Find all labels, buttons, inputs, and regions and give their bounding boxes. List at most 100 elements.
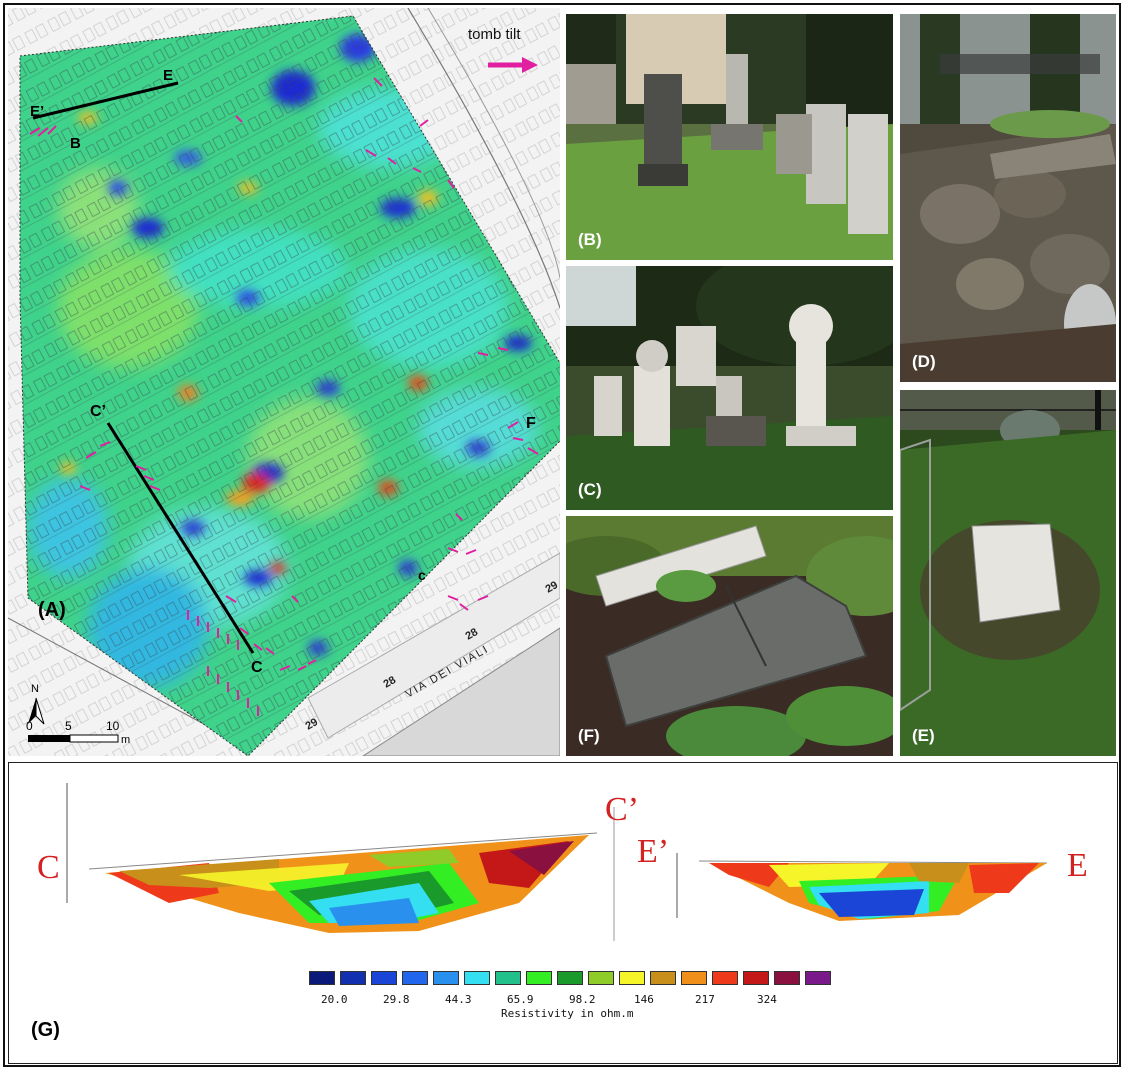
colorbar-tick-label: 324 (757, 993, 777, 1006)
tilt-arrow (465, 549, 477, 555)
tomb-tilt-arrow-icon (488, 57, 538, 73)
colorbar-tick-label: 217 (695, 993, 715, 1006)
tilt-arrow (419, 119, 429, 127)
tilt-arrow (512, 437, 524, 441)
colorbar-swatch (774, 971, 800, 985)
tilt-arrow (507, 421, 519, 429)
colorbar-swatch (526, 971, 552, 985)
topography-line (88, 832, 598, 870)
figure-frame (3, 3, 1121, 1067)
tilt-arrow (447, 547, 459, 553)
colorbar-tick-label: 44.3 (445, 993, 472, 1006)
map-svg: VIA DEI VIALI 29 28 28 29 (8, 8, 560, 756)
street-block (362, 627, 560, 756)
boundary-line (407, 8, 560, 309)
profile-label-e: E (1067, 847, 1088, 884)
tilt-arrow (412, 167, 422, 173)
panel-label-a: (A) (38, 599, 66, 621)
tilt-arrow (477, 595, 489, 601)
profile-line-e (32, 81, 179, 120)
profile-line-c (106, 422, 255, 654)
colorbar-tick-label: 65.9 (507, 993, 534, 1006)
colorbar-tick-label: 146 (634, 993, 654, 1006)
photo-b-scene (566, 14, 893, 260)
photo-d-scene (900, 14, 1116, 382)
tilt-arrow (29, 127, 41, 135)
colorbar-swatch (433, 971, 459, 985)
colorbar-swatch (495, 971, 521, 985)
label-e: E (163, 67, 173, 84)
photo-label-e: (E) (912, 726, 935, 745)
tilt-arrow (85, 451, 97, 459)
tilt-arrow (291, 595, 299, 603)
tilt-arrow (459, 603, 469, 611)
colorbar-title: Resistivity in ohm.m (501, 1007, 634, 1020)
tilt-arrow (239, 627, 249, 635)
colorbar-swatch (557, 971, 583, 985)
resistivity-colorbar (309, 971, 831, 991)
colorbar-swatch (464, 971, 490, 985)
photo-e: (E) (900, 390, 1116, 756)
scale-label-5: 5 (65, 719, 72, 733)
tilt-arrow (447, 595, 459, 601)
scale-bar-white (69, 734, 119, 743)
label-f: F (526, 415, 536, 432)
tilt-arrow (79, 485, 91, 491)
profile-c (66, 783, 615, 941)
profile-label-c: C (37, 849, 60, 886)
tilt-arrow (99, 441, 111, 447)
tilt-arrow (307, 659, 317, 665)
photo-e-scene (900, 390, 1116, 756)
tomb-tilt-legend: tomb tilt (468, 26, 558, 82)
colorbar-swatch (340, 971, 366, 985)
tilt-arrow (297, 665, 307, 671)
colorbar-swatch (619, 971, 645, 985)
tilt-arrow (455, 513, 463, 521)
tilt-arrow (135, 465, 147, 471)
tilt-arrow (373, 77, 383, 87)
tilt-arrow (279, 665, 291, 671)
photo-label-f: (F) (578, 726, 600, 745)
colorbar-swatch (309, 971, 335, 985)
label-c-small: c (418, 567, 426, 583)
photo-b: (B) (566, 14, 893, 260)
scale-bar-black (28, 735, 70, 742)
tilt-arrow (365, 149, 377, 157)
tilt-arrow (265, 647, 275, 655)
colorbar-swatch (681, 971, 707, 985)
photo-c-scene (566, 266, 893, 510)
photo-f: (F) (566, 516, 893, 756)
scale-unit: m (121, 734, 130, 746)
profile-e (676, 853, 1048, 921)
topography-line (698, 860, 1048, 864)
scale-label-0: 0 (26, 719, 33, 733)
tilt-arrow (235, 115, 243, 123)
colorbar-tick-label: 98.2 (569, 993, 596, 1006)
photo-f-scene (566, 516, 893, 756)
map-panel: VIA DEI VIALI 29 28 28 29 (8, 8, 560, 756)
tomb-tilt-label: tomb tilt (468, 26, 521, 43)
profile-label-e-prime: E’ (637, 833, 670, 870)
tilt-arrow (253, 643, 263, 651)
north-label: N (31, 683, 39, 695)
label-b: B (70, 135, 81, 152)
tilt-arrow (143, 475, 155, 481)
tilt-arrow (477, 352, 489, 356)
label-c: C (251, 659, 263, 676)
colorbar-swatch (650, 971, 676, 985)
tomb-tilt-arrows (29, 77, 539, 671)
plot-number: 29 (304, 716, 321, 733)
plot-number: 29 (544, 579, 561, 596)
scale-label-10: 10 (106, 719, 120, 733)
tilt-arrow (447, 179, 455, 189)
north-arrow-icon (28, 697, 45, 725)
profiles-panel: C C’ E’ E 20.0 29.8 44.3 65.9 98.2 146 2… (8, 762, 1118, 1064)
colorbar-tick-label: 20.0 (321, 993, 348, 1006)
tilt-arrow (149, 485, 161, 491)
photo-label-d: (D) (912, 352, 936, 371)
tilt-arrows-column (187, 610, 259, 716)
label-e-prime: E’ (30, 103, 44, 120)
photo-label-b: (B) (578, 230, 602, 249)
tilt-arrow (497, 347, 509, 351)
colorbar-swatch (805, 971, 831, 985)
